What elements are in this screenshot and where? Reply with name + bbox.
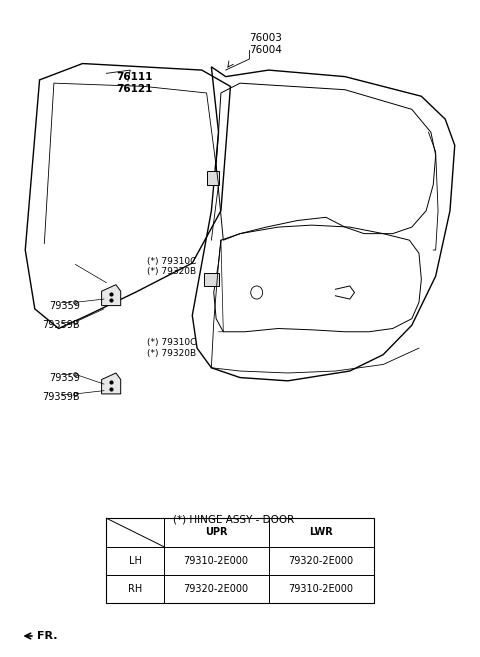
Polygon shape xyxy=(204,273,218,286)
Text: UPR: UPR xyxy=(205,528,228,537)
Text: (*) 79310C
(*) 79320B: (*) 79310C (*) 79320B xyxy=(147,338,196,358)
Text: 76003
76004: 76003 76004 xyxy=(250,33,282,55)
Text: (*) 79310C
(*) 79320B: (*) 79310C (*) 79320B xyxy=(147,257,196,276)
Text: (*) HINGE ASSY - DOOR: (*) HINGE ASSY - DOOR xyxy=(173,515,294,525)
Text: LWR: LWR xyxy=(309,528,333,537)
Text: 76111
76121: 76111 76121 xyxy=(116,72,152,94)
Text: RH: RH xyxy=(128,584,142,594)
Text: 79320-2E000: 79320-2E000 xyxy=(183,584,249,594)
Text: 79359B: 79359B xyxy=(42,320,80,330)
Polygon shape xyxy=(102,284,120,306)
Polygon shape xyxy=(102,373,120,394)
Text: 79359: 79359 xyxy=(49,301,80,311)
Bar xyxy=(107,518,373,603)
Text: 79310-2E000: 79310-2E000 xyxy=(288,584,354,594)
Text: 79359: 79359 xyxy=(49,373,80,382)
Text: LH: LH xyxy=(129,556,142,566)
Text: 79359B: 79359B xyxy=(42,392,80,402)
Text: 79310-2E000: 79310-2E000 xyxy=(184,556,249,566)
Text: 79320-2E000: 79320-2E000 xyxy=(288,556,354,566)
Text: FR.: FR. xyxy=(37,631,58,641)
Polygon shape xyxy=(206,171,218,185)
